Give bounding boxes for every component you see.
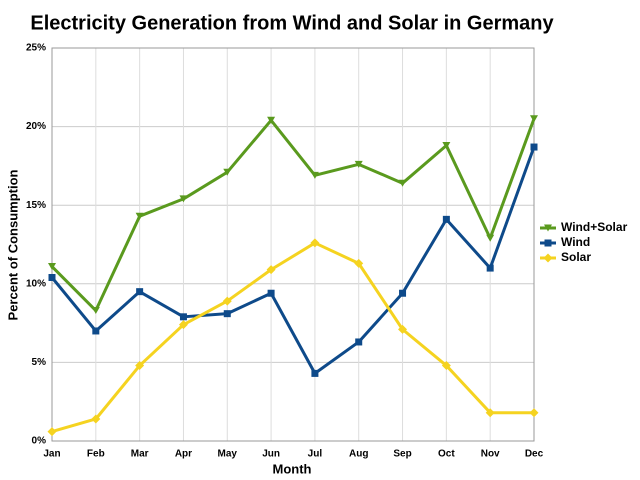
x-tick-label: Oct [438, 449, 455, 460]
marker [267, 289, 275, 297]
marker [544, 239, 552, 247]
marker [355, 338, 363, 346]
y-tick-label: 20% [26, 121, 46, 132]
chart-title: Electricity Generation from Wind and Sol… [30, 12, 554, 34]
marker [92, 327, 100, 335]
marker [310, 171, 319, 179]
x-tick-label: Nov [481, 449, 500, 460]
marker [135, 361, 145, 371]
marker [311, 369, 319, 377]
x-axis-label: Month [273, 461, 312, 476]
marker [485, 408, 495, 418]
plot-frame [51, 47, 535, 442]
marker [91, 414, 101, 424]
legend-label: Wind+Solar [561, 220, 628, 234]
marker [398, 179, 407, 187]
marker [442, 215, 450, 223]
series-line [51, 241, 534, 434]
x-tick-label: Dec [525, 449, 544, 460]
marker [179, 313, 187, 321]
x-tick-label: Mar [131, 449, 149, 460]
marker [48, 263, 56, 271]
marker [135, 212, 144, 220]
marker [136, 288, 144, 296]
y-tick-label: 25% [26, 43, 46, 54]
marker [398, 324, 408, 334]
marker [48, 274, 56, 282]
marker [486, 264, 494, 272]
x-tick-label: Feb [87, 449, 105, 460]
x-tick-label: Aug [349, 449, 368, 460]
marker [179, 195, 188, 203]
x-tick-label: Jun [262, 449, 280, 460]
x-tick-label: Jan [43, 449, 60, 460]
y-tick-label: 5% [32, 357, 47, 368]
marker [310, 238, 320, 248]
marker [222, 296, 232, 306]
marker [529, 408, 539, 418]
y-tick-label: 10% [26, 278, 46, 289]
x-tick-label: Apr [175, 449, 192, 460]
marker [178, 320, 188, 330]
marker [399, 289, 407, 297]
legend-label: Wind [561, 235, 590, 249]
marker [223, 310, 231, 318]
series-line [50, 118, 536, 313]
marker [47, 427, 57, 437]
legend-label: Solar [561, 250, 591, 264]
marker [354, 258, 364, 268]
marker [544, 224, 552, 232]
marker [530, 143, 538, 151]
marker [441, 361, 451, 371]
marker [354, 160, 363, 168]
x-tick-label: Jul [308, 449, 323, 460]
marker [91, 307, 100, 315]
series-line [50, 146, 536, 375]
y-tick-label: 15% [26, 200, 46, 211]
marker [442, 141, 451, 149]
marker [486, 234, 495, 242]
marker [267, 116, 276, 124]
marker [543, 253, 553, 263]
marker [530, 115, 538, 123]
marker [223, 168, 232, 176]
x-tick-label: Sep [393, 449, 411, 460]
y-tick-label: 0% [32, 436, 47, 447]
x-tick-label: May [218, 449, 238, 460]
marker [266, 265, 276, 275]
y-axis-label: Percent of Consumption [5, 169, 20, 320]
